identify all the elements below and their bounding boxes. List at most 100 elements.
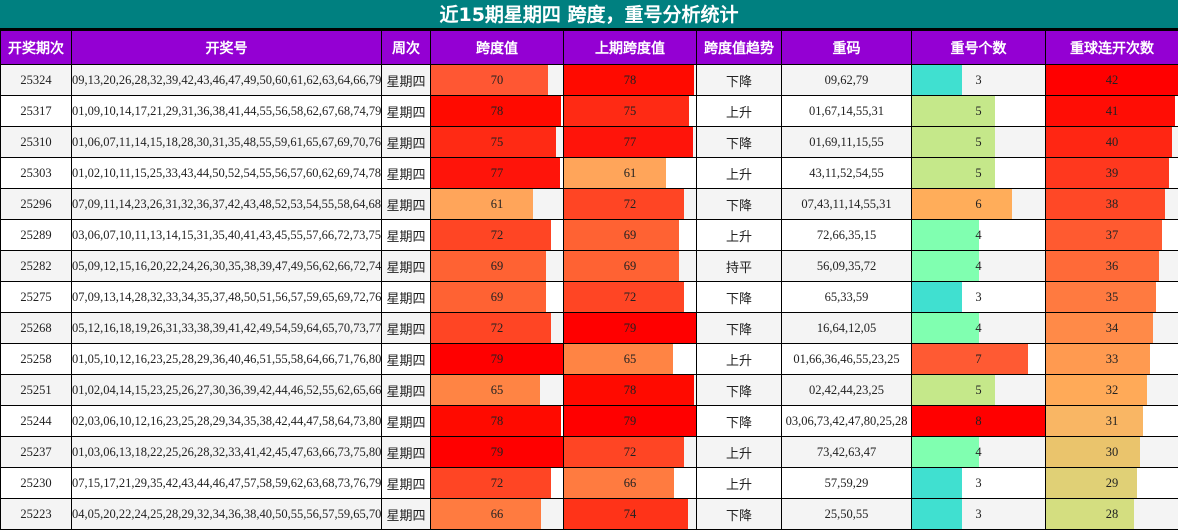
period-value: 25296 xyxy=(20,196,52,211)
repeat-numbers: 56,09,35,72 xyxy=(816,258,877,273)
table-row: 25310 01,06,07,11,14,15,18,28,30,31,35,4… xyxy=(0,126,1178,158)
repeat-count-cell: 5 xyxy=(911,126,1046,158)
prev-span-cell: 65 xyxy=(563,343,697,375)
span-cell: 75 xyxy=(430,126,564,158)
prev-span-bar xyxy=(564,189,685,219)
table-row: 25275 07,09,13,14,28,32,33,34,35,37,48,5… xyxy=(0,281,1178,313)
weekday-label: 星期四 xyxy=(386,508,426,524)
span-bar xyxy=(431,158,560,188)
period-cell: 25251 xyxy=(0,374,72,406)
repeat-count-value: 3 xyxy=(975,475,982,490)
repeat-count-bar xyxy=(912,313,979,343)
repeat-count-bar xyxy=(912,251,979,281)
col-header-span[interactable]: 跨度值 xyxy=(430,30,564,65)
span-cell: 72 xyxy=(430,467,564,499)
col-header-repeat-count[interactable]: 重号个数 xyxy=(911,30,1046,65)
span-cell: 65 xyxy=(430,374,564,406)
trend-cell: 上升 xyxy=(696,157,782,189)
trend-cell: 下降 xyxy=(696,498,782,530)
weekday-label: 星期四 xyxy=(386,291,426,307)
prev-span-bar xyxy=(564,468,675,498)
trend-cell: 上升 xyxy=(696,343,782,375)
repeat-numbers: 09,62,79 xyxy=(824,72,869,87)
streak-value: 33 xyxy=(1105,351,1119,366)
streak-bar xyxy=(1046,406,1144,436)
repeat-count-bar xyxy=(912,127,996,157)
streak-value: 41 xyxy=(1105,103,1119,118)
col-header-numbers[interactable]: 开奖号 xyxy=(71,30,382,65)
prev-span-value: 77 xyxy=(623,134,637,149)
repeat-nums-cell: 09,62,79 xyxy=(781,64,912,96)
week-cell: 星期四 xyxy=(381,64,431,96)
draw-numbers: 01,02,10,11,15,25,33,43,44,50,52,54,55,5… xyxy=(72,165,381,180)
span-bar xyxy=(431,220,552,250)
prev-span-value: 69 xyxy=(623,258,637,273)
week-cell: 星期四 xyxy=(381,250,431,282)
col-header-period[interactable]: 开奖期次 xyxy=(0,30,72,65)
draw-numbers: 04,05,20,22,24,25,28,29,32,34,36,38,40,5… xyxy=(72,506,382,521)
weekday-label: 星期四 xyxy=(386,105,426,121)
col-header-prev-span[interactable]: 上期跨度值 xyxy=(563,30,697,65)
trend-cell: 下降 xyxy=(696,64,782,96)
repeat-count-cell: 4 xyxy=(911,312,1046,344)
prev-span-value: 79 xyxy=(623,320,637,335)
repeat-nums-cell: 07,43,11,14,55,31 xyxy=(781,188,912,220)
streak-cell: 32 xyxy=(1045,374,1178,406)
repeat-nums-cell: 03,06,73,42,47,80,25,28 xyxy=(781,405,912,437)
trend-cell: 下降 xyxy=(696,126,782,158)
prev-span-cell: 74 xyxy=(563,498,697,530)
streak-value: 36 xyxy=(1105,258,1119,273)
repeat-count-bar xyxy=(912,344,1029,374)
repeat-nums-cell: 57,59,29 xyxy=(781,467,912,499)
period-cell: 25317 xyxy=(0,95,72,127)
repeat-count-value: 3 xyxy=(975,289,982,304)
span-value: 70 xyxy=(490,72,504,87)
period-value: 25251 xyxy=(20,382,52,397)
streak-cell: 34 xyxy=(1045,312,1178,344)
streak-bar xyxy=(1046,96,1175,126)
prev-span-value: 79 xyxy=(623,413,637,428)
col-header-repeat-nums[interactable]: 重码 xyxy=(781,30,912,65)
streak-cell: 39 xyxy=(1045,157,1178,189)
repeat-nums-cell: 01,66,36,46,55,23,25 xyxy=(781,343,912,375)
col-header-week[interactable]: 周次 xyxy=(381,30,431,65)
week-cell: 星期四 xyxy=(381,312,431,344)
trend-cell: 下降 xyxy=(696,405,782,437)
trend-label: 上升 xyxy=(725,105,752,121)
prev-span-value: 61 xyxy=(623,165,637,180)
repeat-count-bar xyxy=(912,282,962,312)
draw-numbers: 01,09,10,14,17,21,29,31,36,38,41,44,55,5… xyxy=(72,103,382,118)
period-value: 25258 xyxy=(20,351,52,366)
span-value: 79 xyxy=(490,351,504,366)
table-row: 25296 07,09,11,14,23,26,31,32,36,37,42,4… xyxy=(0,188,1178,220)
span-bar xyxy=(431,344,563,374)
repeat-nums-cell: 43,11,52,54,55 xyxy=(781,157,912,189)
streak-value: 35 xyxy=(1105,289,1119,304)
trend-label: 下降 xyxy=(725,136,752,152)
repeat-count-cell: 3 xyxy=(911,281,1046,313)
prev-span-value: 75 xyxy=(623,103,637,118)
span-cell: 79 xyxy=(430,436,564,468)
period-cell: 25230 xyxy=(0,467,72,499)
period-value: 25310 xyxy=(20,134,52,149)
trend-label: 下降 xyxy=(725,322,752,338)
trend-label: 下降 xyxy=(725,415,752,431)
prev-span-cell: 79 xyxy=(563,405,697,437)
streak-bar xyxy=(1046,344,1150,374)
week-cell: 星期四 xyxy=(381,343,431,375)
repeat-count-bar xyxy=(912,96,996,126)
weekday-label: 星期四 xyxy=(386,415,426,431)
col-header-streak[interactable]: 重球连开次数 xyxy=(1045,30,1178,65)
span-value: 78 xyxy=(490,103,504,118)
col-header-trend[interactable]: 跨度值趋势 xyxy=(696,30,782,65)
span-bar xyxy=(431,96,562,126)
span-value: 66 xyxy=(490,506,504,521)
repeat-count-value: 5 xyxy=(975,382,982,397)
repeat-nums-cell: 01,69,11,15,55 xyxy=(781,126,912,158)
numbers-cell: 02,03,06,10,12,16,23,25,28,29,34,35,38,4… xyxy=(71,405,382,437)
repeat-numbers: 01,66,36,46,55,23,25 xyxy=(793,351,900,366)
repeat-nums-cell: 73,42,63,47 xyxy=(781,436,912,468)
repeat-count-bar xyxy=(912,437,979,467)
repeat-numbers: 03,06,73,42,47,80,25,28 xyxy=(785,413,908,428)
span-value: 69 xyxy=(490,258,504,273)
